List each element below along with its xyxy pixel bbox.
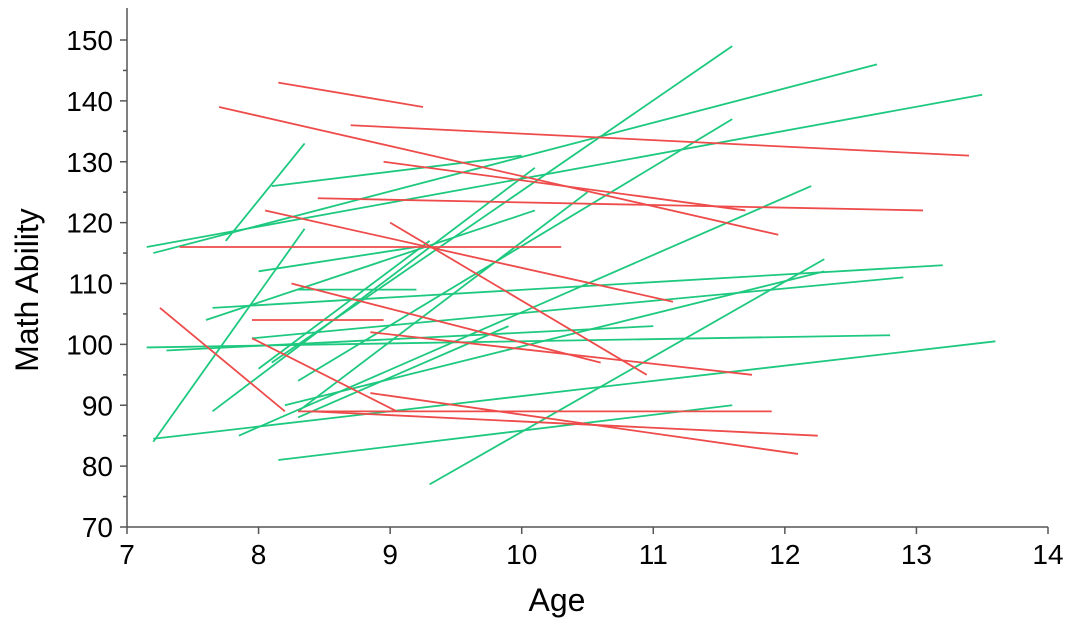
- x-tick-label: 13: [901, 539, 932, 570]
- increasing-trend-line: [224, 142, 306, 242]
- y-tick-label: 150: [66, 25, 113, 56]
- increasing-trend-line: [153, 340, 996, 440]
- increasing-trend-line: [152, 228, 306, 443]
- increasing-trend-line: [284, 270, 825, 407]
- y-tick-label: 110: [68, 269, 113, 300]
- decreasing-trend-line: [370, 392, 799, 455]
- decreasing-trend-line: [311, 410, 818, 437]
- increasing-trend-line: [153, 63, 878, 254]
- decreasing-trend-line: [370, 331, 753, 376]
- decreasing-trend-line: [291, 282, 601, 364]
- y-tick-label: 120: [66, 208, 113, 239]
- y-tick-label: 70: [82, 512, 113, 543]
- increasing-trend-line: [297, 325, 509, 419]
- decreasing-trend-line: [383, 160, 746, 212]
- x-tick-label: 12: [769, 539, 800, 570]
- x-tick-label: 11: [639, 539, 668, 570]
- y-tick-label: 90: [82, 390, 113, 421]
- x-axis-title: Age: [529, 582, 586, 618]
- decreasing-trend-line: [159, 307, 286, 413]
- x-ticks: 7 8 9 10 11 12 13 14: [119, 527, 1064, 570]
- axes: [126, 8, 1048, 528]
- increasing-trend-line: [238, 185, 812, 437]
- trend-lines: [146, 45, 996, 486]
- increasing-trend-line: [205, 209, 536, 321]
- decreasing-trend-line: [317, 197, 924, 212]
- y-axis-title: Math Ability: [9, 208, 45, 372]
- y-tick-label: 100: [66, 329, 113, 360]
- x-tick-label: 9: [382, 539, 398, 570]
- increasing-trend-line: [271, 154, 522, 187]
- decreasing-trend-line: [264, 209, 674, 303]
- increasing-trend-line: [166, 325, 654, 352]
- increasing-trend-line: [251, 276, 904, 340]
- x-tick-label: 10: [506, 539, 537, 570]
- increasing-trend-line: [297, 118, 733, 382]
- y-tick-label: 140: [66, 86, 113, 117]
- increasing-trend-line: [278, 404, 733, 461]
- decreasing-trend-line: [389, 221, 648, 376]
- increasing-trend-line: [429, 258, 825, 486]
- increasing-trend-line: [258, 240, 431, 370]
- increasing-trend-line: [258, 246, 417, 273]
- decreasing-trend-line: [251, 337, 398, 413]
- x-tick-label: 14: [1032, 539, 1063, 570]
- increasing-trend-line: [271, 45, 733, 364]
- increasing-trend-line: [297, 191, 589, 413]
- y-ticks: 70 80 90 100 110 120 130 140 150: [66, 25, 127, 543]
- decreasing-trend-line: [278, 81, 424, 108]
- increasing-trend-line: [212, 264, 943, 309]
- increasing-trend-line: [146, 93, 983, 248]
- y-tick-label: 80: [82, 451, 113, 482]
- x-tick-label: 8: [251, 539, 267, 570]
- x-tick-label: 7: [119, 539, 135, 570]
- decreasing-trend-line: [350, 124, 970, 157]
- decreasing-trend-line: [218, 106, 779, 236]
- y-tick-label: 130: [66, 147, 113, 178]
